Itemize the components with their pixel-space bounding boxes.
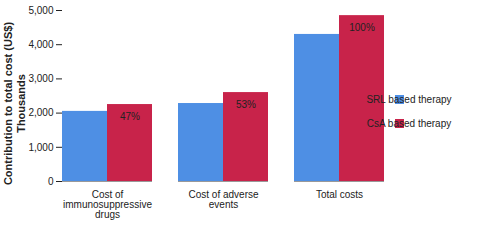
svg-text:Cost of adverseevents: Cost of adverseevents xyxy=(188,189,258,210)
svg-text:3,000: 3,000 xyxy=(28,73,53,84)
svg-text:Total costs: Total costs xyxy=(316,189,363,200)
svg-text:1,000: 1,000 xyxy=(28,142,53,153)
svg-text:SRL based therapy: SRL based therapy xyxy=(366,94,451,105)
svg-text:5,000: 5,000 xyxy=(28,5,53,16)
svg-text:53%: 53% xyxy=(236,99,256,110)
svg-text:Contribution to total cost (US: Contribution to total cost (US$) xyxy=(2,22,14,185)
svg-text:2,000: 2,000 xyxy=(28,107,53,118)
svg-text:CsA based therapy: CsA based therapy xyxy=(367,118,452,129)
svg-text:4,000: 4,000 xyxy=(28,39,53,50)
svg-text:0: 0 xyxy=(48,176,54,187)
svg-text:Cost ofimmunosuppressivedrugs: Cost ofimmunosuppressivedrugs xyxy=(63,189,152,220)
svg-text:Thousands: Thousands xyxy=(15,74,27,133)
svg-text:47%: 47% xyxy=(120,111,140,122)
svg-text:100%: 100% xyxy=(349,22,375,33)
